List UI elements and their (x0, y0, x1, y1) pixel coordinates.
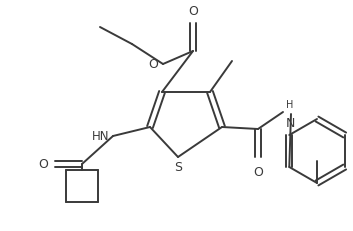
Text: O: O (148, 58, 158, 71)
Text: O: O (188, 5, 198, 18)
Text: O: O (38, 158, 48, 171)
Text: S: S (174, 161, 182, 174)
Text: O: O (253, 165, 263, 178)
Text: N: N (286, 116, 295, 129)
Text: H: H (286, 100, 293, 109)
Text: HN: HN (91, 130, 109, 143)
